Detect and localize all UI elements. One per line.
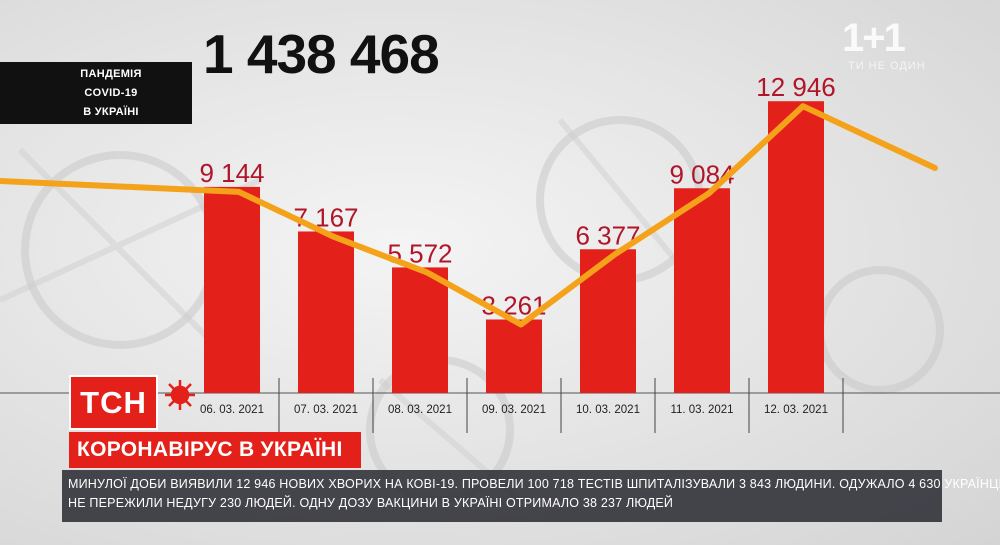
bar-4 xyxy=(486,319,542,393)
bar-3 xyxy=(392,267,448,393)
x-tick-label-4: 09. 03. 2021 xyxy=(482,404,546,416)
x-tick-label-7: 12. 03. 2021 xyxy=(764,404,828,416)
trend-line xyxy=(0,103,938,328)
topic-line1: ПАНДЕМІЯ xyxy=(80,68,142,80)
virus-icon xyxy=(165,380,195,410)
value-label-7: 12 946 xyxy=(756,72,836,102)
bar-7 xyxy=(768,101,824,394)
value-label-6: 9 084 xyxy=(669,159,734,189)
ticker-line1: МИНУЛОЇ ДОБИ ВИЯВИЛИ 12 946 НОВИХ ХВОРИХ… xyxy=(68,477,1000,491)
bar-6 xyxy=(674,188,730,393)
topic-line2: COVID-19 xyxy=(84,87,138,99)
bar-1 xyxy=(204,186,260,393)
value-label-2: 7 167 xyxy=(293,202,358,232)
channel-logo: 1+1 xyxy=(842,16,906,60)
x-tick-label-5: 10. 03. 2021 xyxy=(576,404,640,416)
x-tick-label-3: 08. 03. 2021 xyxy=(388,404,452,416)
topic-line3: В УКРАЇНІ xyxy=(83,106,139,118)
channel-slogan: ТИ НЕ ОДИН xyxy=(848,60,926,72)
value-label-1: 9 144 xyxy=(199,158,264,188)
topic-box: ПАНДЕМІЯ COVID-19 В УКРАЇНІ xyxy=(0,62,192,124)
ticker-line2: НЕ ПЕРЕЖИЛИ НЕДУГУ 230 ЛЮДЕЙ. ОДНУ ДОЗУ … xyxy=(68,496,674,510)
total-cases: 1 438 468 xyxy=(203,23,440,85)
x-tick-label-6: 11. 03. 2021 xyxy=(670,404,733,416)
x-tick-label-2: 07. 03. 2021 xyxy=(294,404,358,416)
news-ticker: МИНУЛОЇ ДОБИ ВИЯВИЛИ 12 946 НОВИХ ХВОРИХ… xyxy=(62,470,1000,522)
x-tick-label-1: 06. 03. 2021 xyxy=(200,404,264,416)
bar-2 xyxy=(298,231,354,393)
headline-bar: КОРОНАВІРУС В УКРАЇНІ xyxy=(69,432,361,468)
tsn-logo: ТСН xyxy=(69,375,158,430)
